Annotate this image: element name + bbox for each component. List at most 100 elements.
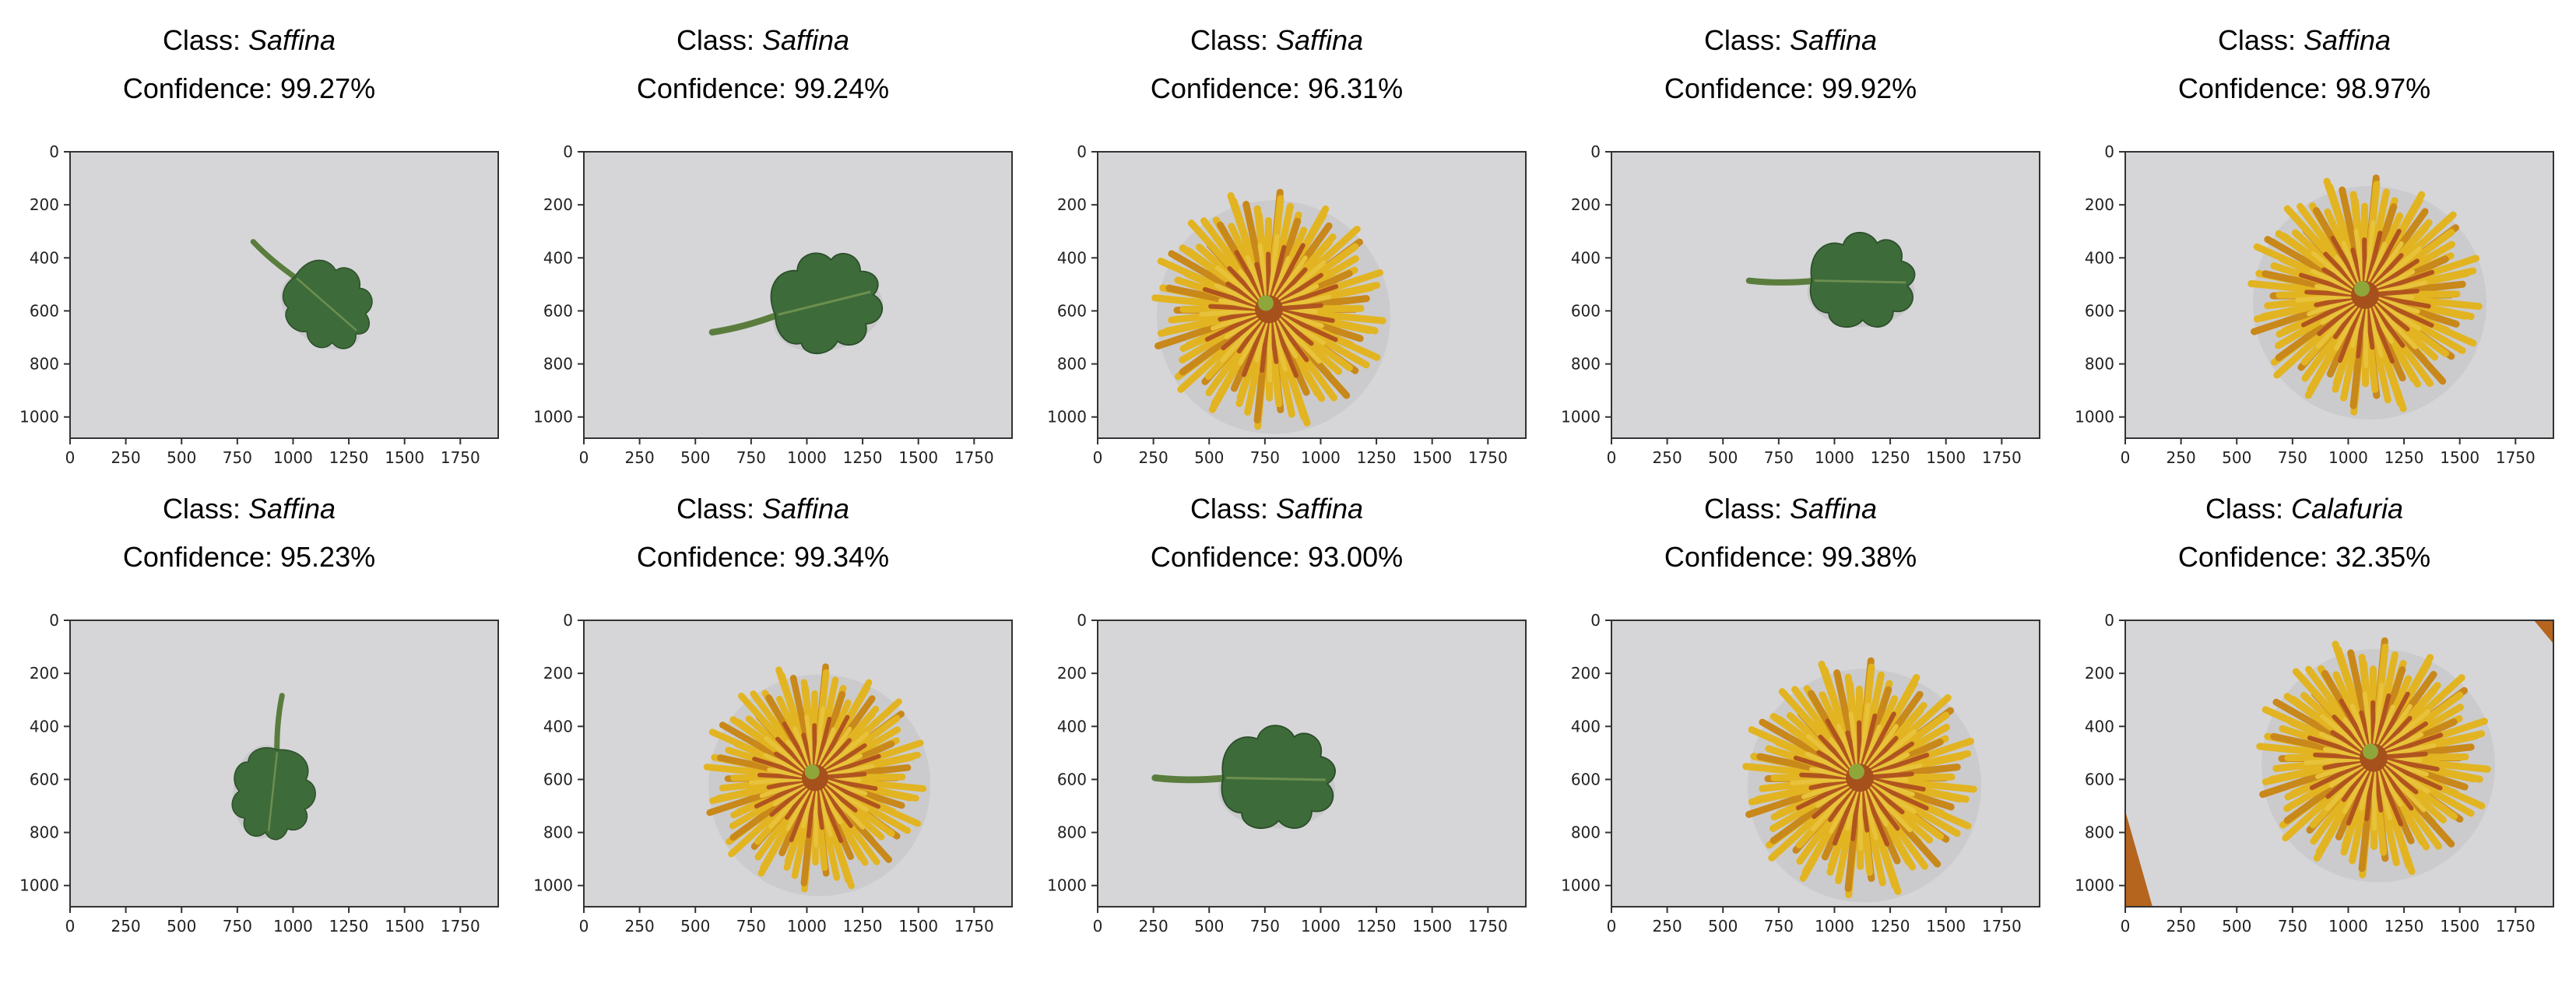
x-tick-label: 1250 — [1357, 448, 1397, 467]
x-tick-label: 0 — [1607, 448, 1617, 467]
class-label: Class: — [2205, 493, 2291, 525]
x-tick-label: 1000 — [1815, 917, 1854, 936]
y-tick-label: 600 — [30, 301, 59, 320]
y-tick-label: 200 — [2085, 664, 2114, 683]
y-tick-label: 600 — [1571, 770, 1601, 788]
x-tick-label: 1000 — [1815, 448, 1854, 467]
y-tick-label: 400 — [543, 248, 573, 267]
y-tick-label: 200 — [543, 664, 573, 683]
x-tick-label: 500 — [1708, 448, 1738, 467]
confidence-title: Confidence: 95.23% — [122, 541, 376, 573]
class-label: Class: — [676, 493, 762, 525]
image-axes: 0 200 400 600 800 1000 0 250 500 750 1000 1250 1500 1… — [533, 142, 1013, 467]
x-tick-label: 750 — [223, 917, 252, 936]
image-axes: 0 200 400 600 800 1000 0 250 500 750 1000 1250 1500 1… — [533, 611, 1013, 936]
y-tick-label: 400 — [1571, 248, 1601, 267]
confidence-title: Confidence: 99.27% — [122, 72, 376, 104]
x-tick-label: 500 — [2222, 448, 2251, 467]
x-tick-label: 1500 — [1926, 917, 1966, 936]
x-tick-label: 1750 — [1468, 917, 1508, 936]
leaf-specimen — [1745, 232, 1916, 328]
prediction-panel: 0 200 400 600 800 1000 0 250 500 750 1000 1250 1500 1… — [1541, 0, 2040, 467]
y-tick-label: 600 — [1571, 301, 1601, 320]
x-tick-label: 500 — [167, 448, 196, 467]
x-tick-label: 0 — [65, 917, 76, 936]
x-tick-label: 500 — [680, 917, 710, 936]
confidence-title: Confidence: 99.24% — [636, 72, 890, 104]
class-title: Class: Calafuria — [2055, 492, 2553, 526]
leaf-specimen — [1151, 725, 1336, 829]
y-tick-label: 200 — [1057, 195, 1087, 214]
class-name: Saffina — [761, 493, 850, 525]
prediction-panel: 0 200 400 600 800 1000 0 250 500 750 1000 1250 1500 1… — [2055, 469, 2554, 936]
class-label: Class: — [162, 24, 248, 56]
x-tick-label: 1750 — [441, 917, 480, 936]
axes-frame — [69, 620, 499, 908]
y-tick-label: 800 — [2085, 355, 2114, 374]
image-axes: 0 200 400 600 800 1000 0 250 500 750 1000 1250 1500 1… — [1047, 611, 1527, 936]
y-tick-label: 800 — [1571, 823, 1601, 842]
x-tick-label: 1000 — [1301, 917, 1341, 936]
x-tick-label: 250 — [111, 917, 141, 936]
prediction-panel: 0 200 400 600 800 1000 0 250 500 750 1000 1250 1500 1… — [1028, 0, 1527, 467]
y-tick-label: 0 — [49, 142, 59, 161]
image-axes: 0 200 400 600 800 1000 0 250 500 750 1000 1250 1500 1… — [19, 142, 499, 467]
axes-frame — [2124, 620, 2554, 908]
leaf-specimen — [250, 239, 373, 350]
y-tick-label: 0 — [49, 611, 59, 630]
image-axes: 0 200 400 600 800 1000 0 250 500 750 1000 1250 1500 1… — [1561, 142, 2040, 467]
x-tick-label: 1500 — [1412, 448, 1452, 467]
y-tick-label: 400 — [2085, 248, 2114, 267]
x-tick-label: 1500 — [2440, 917, 2479, 936]
y-tick-label: 1000 — [2075, 876, 2114, 895]
confidence-title: Confidence: 98.97% — [2177, 72, 2431, 104]
x-tick-label: 1250 — [2384, 917, 2424, 936]
y-tick-label: 200 — [30, 195, 59, 214]
x-tick-label: 250 — [1653, 917, 1682, 936]
x-tick-label: 1000 — [1301, 448, 1341, 467]
x-tick-label: 1250 — [843, 917, 883, 936]
prediction-panel: 0 200 400 600 800 1000 0 250 500 750 1000 1250 1500 1… — [0, 469, 499, 936]
x-tick-label: 750 — [2278, 917, 2307, 936]
class-name: Calafuria — [2290, 493, 2404, 525]
class-title: Class: Saffina — [2055, 23, 2553, 58]
x-tick-label: 0 — [2121, 917, 2131, 936]
x-tick-label: 1000 — [273, 448, 313, 467]
y-tick-label: 400 — [30, 717, 59, 735]
confidence-title: Confidence: 32.35% — [2177, 541, 2431, 573]
axes-frame — [1611, 151, 2040, 439]
x-tick-label: 1500 — [1926, 448, 1966, 467]
class-name: Saffina — [2303, 24, 2391, 56]
y-tick-label: 0 — [2104, 142, 2114, 161]
y-tick-label: 800 — [30, 823, 59, 842]
wood-corner — [2125, 811, 2153, 907]
image-axes: 0 200 400 600 800 1000 0 250 500 750 1000 1250 1500 1… — [2075, 142, 2554, 467]
flower-specimen — [703, 663, 931, 897]
class-title: Class: Saffina — [1541, 492, 2040, 526]
y-tick-label: 600 — [30, 770, 59, 788]
x-tick-label: 1250 — [843, 448, 883, 467]
x-tick-label: 1250 — [1357, 917, 1397, 936]
class-label: Class: — [162, 493, 248, 525]
y-tick-label: 1000 — [1561, 876, 1601, 895]
x-tick-label: 1750 — [1468, 448, 1508, 467]
class-label: Class: — [676, 24, 762, 56]
x-tick-label: 0 — [579, 448, 589, 467]
x-tick-label: 1750 — [441, 448, 480, 467]
x-tick-label: 0 — [1607, 917, 1617, 936]
y-tick-label: 0 — [1077, 611, 1087, 630]
axes-frame — [2124, 151, 2554, 439]
y-tick-label: 800 — [2085, 823, 2114, 842]
y-tick-label: 400 — [1571, 717, 1601, 735]
y-tick-label: 1000 — [533, 876, 573, 895]
axes-frame — [1611, 620, 2040, 908]
x-tick-label: 1250 — [329, 917, 369, 936]
confidence-title: Confidence: 99.92% — [1664, 72, 1917, 104]
flower-specimen — [2256, 637, 2495, 883]
class-title: Class: Saffina — [1028, 492, 1526, 526]
class-label: Class: — [2217, 24, 2304, 56]
y-tick-label: 200 — [1571, 664, 1601, 683]
x-tick-label: 250 — [111, 448, 141, 467]
axes-frame — [1097, 620, 1527, 908]
image-axes: 0 200 400 600 800 1000 0 250 500 750 1000 1250 1500 1… — [19, 611, 499, 936]
